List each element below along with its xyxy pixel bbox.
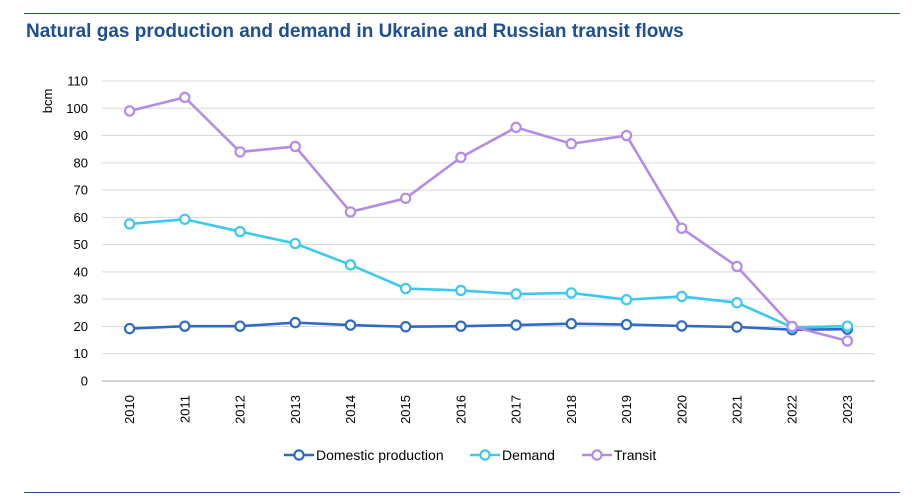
legend-label: Transit: [614, 447, 656, 463]
data-point: [289, 140, 301, 153]
data-point: [455, 151, 467, 164]
data-point: [510, 288, 522, 300]
legend-item: Demand: [470, 447, 555, 463]
data-point: [731, 260, 743, 273]
y-tick-label: 40: [74, 264, 88, 279]
data-point: [676, 290, 688, 303]
series-group: [123, 91, 854, 347]
data-point: [455, 284, 467, 297]
data-point: [289, 316, 301, 329]
data-point: [289, 237, 301, 250]
y-axis-label: bcm: [40, 89, 55, 114]
y-tick-label: 90: [74, 128, 88, 143]
data-point: [565, 287, 578, 299]
data-point: [123, 105, 136, 117]
y-tick-label: 20: [74, 319, 88, 334]
data-point: [786, 320, 798, 333]
data-point: [620, 129, 633, 142]
y-tick-label: 50: [74, 237, 88, 252]
x-tick-label: 2020: [674, 395, 689, 424]
data-point: [123, 218, 136, 230]
data-point: [620, 294, 633, 306]
data-point: [731, 321, 743, 333]
data-point: [344, 206, 357, 218]
series-domestic-production: [123, 316, 854, 336]
data-point: [620, 318, 633, 331]
x-tick-label: 2013: [288, 395, 303, 424]
legend-marker: [293, 449, 305, 461]
series-line: [129, 321, 848, 332]
legend-label: Domestic production: [316, 447, 444, 463]
data-point: [676, 320, 688, 332]
y-tick-label: 60: [74, 210, 88, 225]
x-tick-label: 2021: [729, 395, 744, 424]
x-tick-label: 2012: [233, 395, 248, 424]
data-point: [344, 319, 357, 331]
data-point: [841, 320, 854, 332]
y-tick-label: 10: [74, 346, 88, 361]
data-point: [841, 335, 854, 347]
y-tick-label: 80: [74, 155, 88, 170]
y-tick-label: 0: [81, 374, 88, 389]
data-point: [565, 318, 578, 330]
y-tick-label: 70: [74, 183, 88, 198]
x-tick-label: 2018: [564, 395, 579, 424]
x-tick-label: 2022: [785, 395, 800, 424]
data-point: [179, 91, 191, 104]
y-tick-label: 100: [66, 101, 88, 116]
data-point: [399, 192, 412, 204]
data-point: [399, 321, 412, 333]
legend-marker: [591, 449, 603, 461]
x-axis-ticks: 2010 2011 2012 2013 2014 2015 2016 2017 2018 2019…: [122, 395, 855, 424]
x-tick-label: 2011: [177, 395, 192, 423]
data-point: [565, 138, 578, 150]
top-rule: [24, 13, 900, 14]
data-point: [510, 319, 522, 331]
data-point: [399, 282, 412, 295]
legend-item: Transit: [582, 447, 656, 463]
y-axis-ticks: 0 10 20 30 40 50 60 70 80 90 100 110: [66, 74, 88, 389]
x-tick-label: 2019: [619, 395, 634, 424]
data-point: [455, 320, 467, 332]
gridlines: [102, 80, 875, 382]
data-point: [510, 121, 522, 134]
data-point: [179, 213, 191, 225]
series-transit: [123, 91, 854, 347]
data-point: [234, 146, 246, 158]
data-point: [234, 225, 246, 238]
data-point: [731, 297, 743, 309]
x-tick-label: 2016: [453, 395, 468, 424]
series-line: [129, 217, 848, 329]
data-point: [676, 222, 688, 234]
x-tick-label: 2010: [122, 395, 137, 424]
data-point: [179, 320, 191, 332]
legend-item: Domestic production: [284, 447, 444, 463]
x-tick-label: 2014: [343, 395, 358, 424]
x-tick-label: 2017: [509, 395, 524, 424]
x-tick-label: 2023: [840, 395, 855, 424]
legend-label: Demand: [502, 447, 555, 463]
data-point: [123, 322, 136, 335]
data-point: [344, 259, 357, 271]
legend: Domestic production Demand Transit: [284, 447, 656, 463]
y-tick-label: 110: [67, 74, 88, 89]
series-line: [129, 96, 848, 343]
chart-title: Natural gas production and demand in Ukr…: [26, 21, 684, 42]
y-tick-label: 30: [74, 292, 88, 307]
legend-marker: [479, 449, 491, 461]
x-tick-label: 2015: [398, 395, 413, 424]
data-point: [234, 320, 246, 332]
bottom-rule: [24, 492, 900, 493]
